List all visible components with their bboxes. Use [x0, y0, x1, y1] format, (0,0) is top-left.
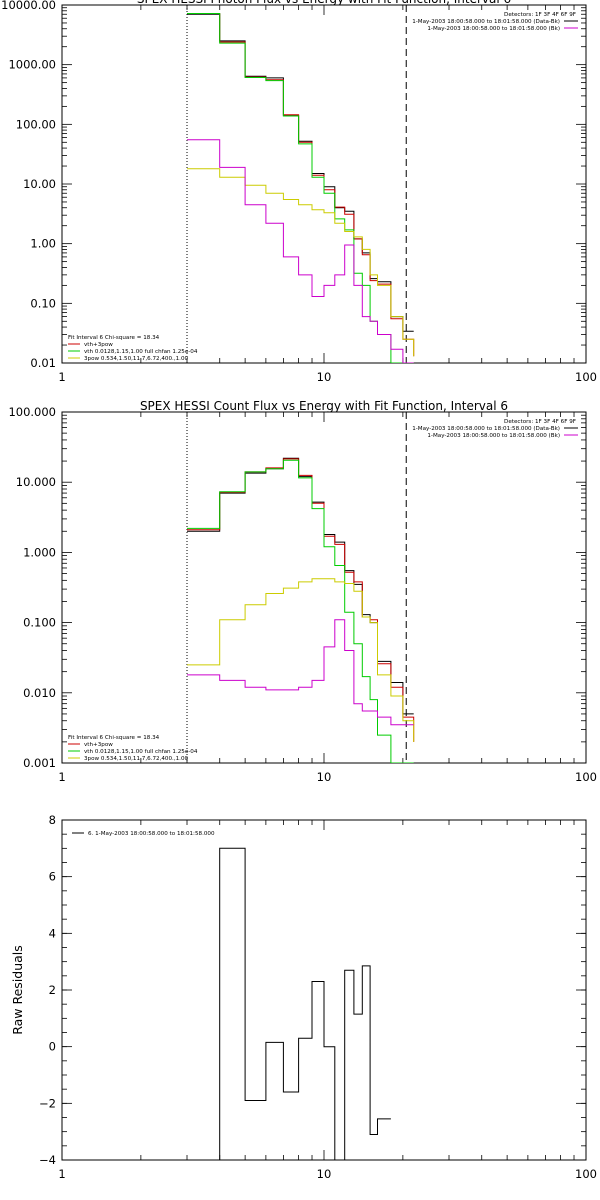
- x-tick-label: 1: [58, 370, 65, 384]
- x-tick-label: 100: [575, 770, 597, 784]
- y-tick-label: 0.10: [30, 296, 56, 310]
- series-line-1: [187, 847, 391, 1160]
- legend-entry-text: 1-May-2003 18:00:58.000 to 18:01:58.000 …: [427, 433, 560, 439]
- legend-entry-text: 6. 1-May-2003 18:00:58.000 to 18:01:58.0…: [88, 831, 215, 837]
- plot-frame: [61, 411, 587, 764]
- series-line-5: [187, 139, 414, 363]
- y-tick-label: 0.100: [23, 616, 56, 630]
- y-tick-label: 0.001: [23, 756, 56, 770]
- legend-entry-text: 1-May-2003 18:00:58.000 to 18:01:58.000 …: [427, 26, 560, 32]
- x-tick-label: 1: [58, 1167, 65, 1181]
- series-line-1: [187, 457, 414, 715]
- y-tick-label: −4: [39, 1153, 56, 1167]
- x-tick-label: 10: [317, 370, 332, 384]
- x-tick-label: 1: [58, 770, 65, 784]
- legend-entry-text: vth 0.0128,1.15,1.00 full chfan 1.25e-04: [84, 349, 198, 355]
- y-tick-label: −2: [39, 1096, 56, 1110]
- legend-entry-text: 3pow 0.534,1.50,11.7,6.72,400.,1.00: [84, 356, 189, 362]
- series-line-2: [187, 458, 415, 742]
- y-tick-label: 1000.00: [8, 58, 56, 72]
- series-line-3: [187, 459, 414, 763]
- x-tick-label: 100: [575, 1167, 597, 1181]
- legend-entry-text: Detectors: 1F 3F 4F 6F 9F: [504, 419, 576, 425]
- series-line-3: [187, 13, 414, 363]
- series-group: [187, 457, 415, 763]
- y-tick-label: 1.00: [30, 237, 56, 251]
- y-tick-label: 0.01: [30, 356, 56, 370]
- x-tick-label: 10: [317, 1167, 332, 1181]
- legend-entry-text: vth+3pow: [84, 742, 113, 748]
- chart-2: SPEX HESSI Count Flux vs Energy with Fit…: [8, 399, 597, 784]
- series-group: [187, 13, 415, 363]
- y-tick-label: 100.00: [16, 117, 56, 131]
- y-tick-label: 1.000: [23, 545, 56, 559]
- legend-entry-text: vth+3pow: [84, 342, 113, 348]
- series-line-5: [187, 619, 414, 726]
- y-tick-label: 10.00: [23, 177, 56, 191]
- series-line-4: [187, 578, 415, 742]
- legend-entry-text: 3pow 0.534,1.50,11.7,6.72,400.,1.00: [84, 756, 189, 762]
- y-tick-label: 0.010: [23, 686, 56, 700]
- y-tick-label: 8: [49, 813, 56, 827]
- legend-entry-text: 1-May-2003 18:00:58.000 to 18:01:58.000 …: [412, 426, 560, 432]
- x-tick-label: 10: [317, 770, 332, 784]
- legend-entry-text: Fit Interval 6 Chi-square = 18.34: [68, 335, 160, 341]
- legend-entry-text: Detectors: 1F 3F 4F 6F 9F: [504, 12, 576, 18]
- y-tick-label: 100.000: [8, 405, 56, 419]
- y-axis-label: Raw Residuals: [10, 945, 25, 1035]
- series-line-2: [187, 13, 415, 357]
- y-tick-label: 10.000: [16, 475, 56, 489]
- chart-title: SPEX HESSI Count Flux vs Energy with Fit…: [140, 399, 508, 413]
- legend-entry-text: Fit Interval 6 Chi-square = 18.34: [68, 735, 160, 741]
- y-tick-label: 2: [49, 983, 56, 997]
- y-tick-label: 10000.00: [1, 0, 56, 12]
- chart-title: SPEX HESSI Photon Flux vs Energy with Fi…: [137, 0, 511, 6]
- series-line-4: [187, 168, 415, 357]
- x-tick-label: 100: [575, 370, 597, 384]
- y-tick-label: 6: [49, 870, 56, 884]
- chart-1: SPEX HESSI Photon Flux vs Energy with Fi…: [1, 0, 597, 384]
- legend-entry-text: 1-May-2003 18:00:58.000 to 18:01:58.000 …: [412, 19, 560, 25]
- chart-3: 1 10 100 −4 −2 0 2 4 6 8 Raw Residuals 6. 1-May-200…: [10, 813, 597, 1181]
- y-tick-label: 4: [49, 926, 56, 940]
- y-tick-label: 0: [49, 1040, 56, 1054]
- legend-entry-text: vth 0.0128,1.15,1.00 full chfan 1.25e-04: [84, 749, 198, 755]
- series-group: [187, 847, 391, 1160]
